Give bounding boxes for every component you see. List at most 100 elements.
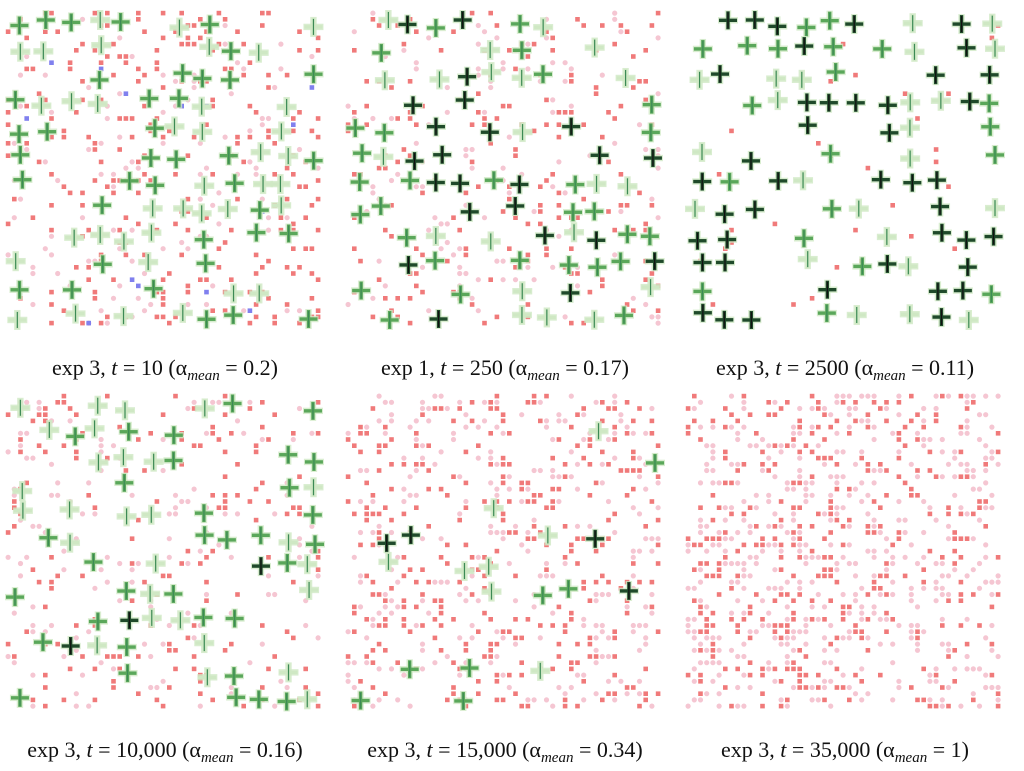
food-cell (36, 443, 42, 448)
resource-dot (655, 536, 661, 542)
food-cell (834, 517, 840, 523)
food-cell (507, 246, 512, 251)
food-cell (698, 437, 703, 442)
resource-dot (172, 505, 179, 511)
food-cell (698, 505, 703, 510)
agent-cross (459, 658, 480, 679)
food-cell (241, 72, 246, 78)
agent-cross (87, 635, 108, 656)
food-cell (896, 474, 902, 479)
food-cell (797, 648, 802, 653)
food-cell (581, 679, 586, 684)
resource-dot (927, 697, 933, 703)
resource-dot (562, 60, 568, 66)
resource-dot (896, 517, 902, 523)
food-cell (303, 666, 308, 672)
food-cell (476, 443, 481, 448)
food-cell (253, 486, 259, 492)
food-cell (828, 79, 833, 84)
agent-cross (450, 173, 471, 194)
food-cell (834, 265, 840, 270)
food-cell (389, 203, 394, 208)
food-cell (36, 91, 42, 96)
resource-dot (388, 610, 395, 616)
agent-cross (899, 304, 920, 325)
resource-dot (685, 585, 691, 591)
caption-3: exp 3, t = 2500 (αmean = 0.11) (715, 355, 975, 384)
resource-dot (735, 560, 741, 567)
food-cell (507, 184, 512, 189)
resource-dot (426, 418, 432, 424)
agent-cross (139, 88, 160, 109)
agent-cross (172, 302, 193, 323)
resource-dot (970, 474, 976, 480)
resource-dot (117, 560, 123, 567)
resource-dot (983, 443, 989, 449)
food-cell (407, 567, 413, 572)
resource-dot (630, 295, 636, 301)
resource-dot (809, 424, 815, 430)
resource-dot (908, 635, 914, 641)
food-cell (179, 437, 184, 442)
resource-dot (995, 653, 1001, 660)
resource-dot (927, 678, 933, 684)
food-cell (822, 617, 827, 622)
resource-dot (48, 622, 55, 629)
agent-cross (818, 92, 839, 113)
food-cell (376, 277, 382, 282)
resource-dot (550, 264, 556, 270)
food-cell (977, 499, 982, 504)
resource-dot (710, 449, 716, 455)
resource-dot (759, 598, 766, 604)
resource-dot (945, 573, 952, 579)
resource-dot (135, 165, 141, 171)
resource-dot (939, 560, 945, 567)
food-cell (865, 165, 871, 171)
food-cell (383, 623, 388, 628)
agent-cross (610, 251, 631, 272)
agent-cross (248, 42, 269, 63)
agent-cross (7, 309, 28, 330)
food-cell (809, 393, 815, 399)
agent-cross (615, 67, 636, 88)
food-cell (297, 265, 302, 270)
resource-dot (537, 635, 543, 641)
resource-dot (704, 523, 710, 529)
food-cell (160, 10, 166, 16)
food-cell (395, 159, 400, 165)
resource-dot (438, 393, 444, 399)
agent-cross (958, 310, 979, 330)
food-cell (785, 592, 790, 597)
food-cell (995, 691, 1001, 696)
food-cell (315, 196, 321, 202)
food-cell (785, 400, 790, 405)
food-cell (865, 530, 871, 535)
resource-dot (395, 579, 401, 585)
food-cell (785, 697, 790, 703)
agent-cross (303, 477, 324, 498)
resource-dot (704, 635, 710, 641)
resource-dot (419, 184, 426, 190)
food-cell (123, 215, 129, 220)
food-cell (364, 103, 369, 109)
food-cell (469, 555, 475, 560)
resource-dot (722, 548, 728, 554)
food-cell (105, 54, 110, 59)
food-cell (500, 517, 506, 523)
agent-cross (216, 529, 237, 550)
food-cell (92, 666, 98, 672)
caption-alpha-sub: mean (527, 368, 560, 384)
resource-dot (203, 430, 210, 436)
food-cell (513, 691, 518, 696)
food-cell (383, 165, 388, 171)
agent-cross (589, 145, 610, 166)
food-cell (488, 654, 493, 659)
resource-dot (469, 165, 475, 171)
blue-cell (247, 308, 253, 313)
resource-dot (166, 622, 172, 629)
agent-cross (195, 253, 216, 274)
resource-dot (945, 523, 952, 529)
resource-dot (790, 430, 797, 436)
resource-dot (983, 542, 989, 548)
food-cell (395, 116, 400, 121)
